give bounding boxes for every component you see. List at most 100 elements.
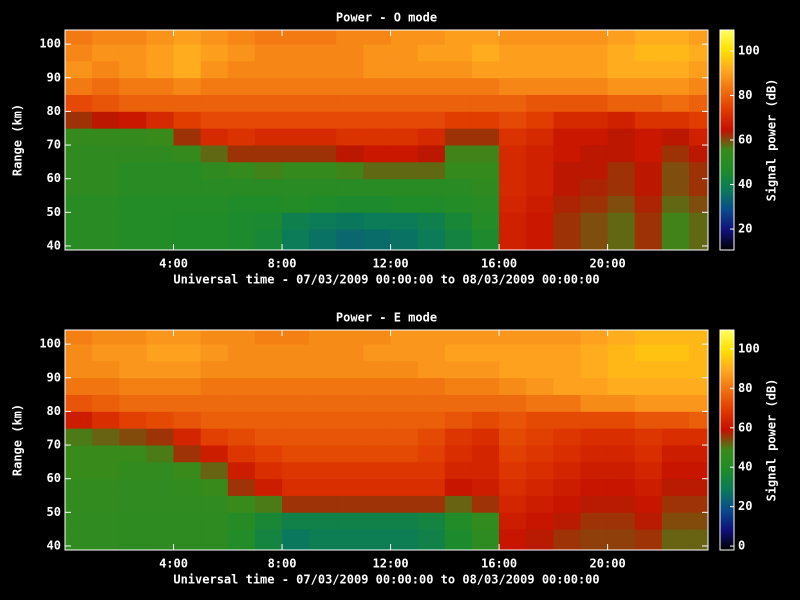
heat-cell xyxy=(499,94,527,112)
heat-cell xyxy=(689,30,708,45)
heat-cell xyxy=(417,377,446,395)
heat-cell xyxy=(92,60,120,79)
heat-cell xyxy=(282,529,310,550)
heat-cell xyxy=(309,195,337,213)
x-tick-label: 8:00 xyxy=(268,257,297,271)
heat-cell xyxy=(119,145,147,163)
heat-cell xyxy=(580,178,609,196)
heat-cell xyxy=(146,512,174,530)
heat-cell xyxy=(282,44,310,62)
heat-cell xyxy=(580,195,609,213)
heat-cell xyxy=(689,330,708,345)
heat-cell xyxy=(309,145,337,163)
colorbar-tick-label: 60 xyxy=(738,420,752,434)
heat-cell xyxy=(661,161,690,180)
heat-cell xyxy=(309,360,337,379)
heat-cell xyxy=(417,512,446,530)
heat-cell xyxy=(471,30,500,45)
heat-cell xyxy=(254,94,283,112)
heat-cell xyxy=(282,77,310,95)
heat-cell xyxy=(65,411,93,429)
heat-cell xyxy=(526,394,554,412)
heat-cell xyxy=(92,44,120,62)
heat-cell xyxy=(254,111,283,129)
heat-cell xyxy=(661,461,690,480)
heat-cell xyxy=(661,428,690,446)
heat-cell xyxy=(661,77,690,95)
heat-cell xyxy=(336,229,364,250)
colorbar-tick-label: 100 xyxy=(738,341,760,355)
heat-cell xyxy=(580,145,609,163)
heat-cell xyxy=(227,60,256,79)
heat-cell xyxy=(661,529,690,550)
heat-cell xyxy=(282,344,310,362)
y-axis-label: Range (km) xyxy=(11,104,25,176)
heat-cell xyxy=(444,44,473,62)
heat-cell xyxy=(309,377,337,395)
heat-cell xyxy=(227,428,256,446)
heat-cell xyxy=(526,529,554,550)
heat-cell xyxy=(607,60,636,79)
heat-cell xyxy=(390,145,419,163)
heatmap-cells xyxy=(65,30,708,250)
heat-cell xyxy=(254,60,283,79)
heat-cell xyxy=(689,344,708,362)
heat-cell xyxy=(309,30,337,45)
heat-cell xyxy=(119,461,147,480)
heat-cell xyxy=(336,145,364,163)
heat-cell xyxy=(282,360,310,379)
heat-cell xyxy=(254,44,283,62)
heat-cell xyxy=(471,145,500,163)
heat-cell xyxy=(282,495,310,513)
x-tick-label: 12:00 xyxy=(373,257,409,271)
heat-cell xyxy=(227,495,256,513)
heat-cell xyxy=(390,30,419,45)
heat-cell xyxy=(471,330,500,345)
heat-cell xyxy=(661,145,690,163)
heat-cell xyxy=(661,445,690,463)
heat-cell xyxy=(553,377,581,395)
heat-cell xyxy=(363,428,391,446)
heat-cell xyxy=(65,529,93,550)
heat-cell xyxy=(119,330,147,345)
heat-cell xyxy=(254,478,283,496)
heat-cell xyxy=(553,128,581,146)
heat-cell xyxy=(254,360,283,379)
heat-cell xyxy=(363,478,391,496)
heat-cell xyxy=(227,478,256,496)
heat-cell xyxy=(363,94,391,112)
heat-cell xyxy=(92,529,120,550)
heat-cell xyxy=(119,60,147,79)
heat-cell xyxy=(580,360,609,379)
heat-cell xyxy=(119,512,147,530)
heat-cell xyxy=(309,94,337,112)
heat-cell xyxy=(417,77,446,95)
heat-cell xyxy=(173,178,202,196)
y-tick-label: 60 xyxy=(47,171,61,185)
heat-cell xyxy=(65,94,93,112)
heat-cell xyxy=(227,512,256,530)
heat-cell xyxy=(417,461,446,480)
heat-cell xyxy=(309,428,337,446)
heat-cell xyxy=(417,94,446,112)
heat-cell xyxy=(119,229,147,250)
heat-cell xyxy=(444,178,473,196)
heat-cell xyxy=(65,161,93,180)
heat-cell xyxy=(526,445,554,463)
heat-cell xyxy=(634,377,663,395)
x-tick-label: 20:00 xyxy=(590,557,626,571)
heat-cell xyxy=(471,128,500,146)
heat-cell xyxy=(146,212,174,230)
heat-cell xyxy=(499,478,527,496)
heat-cell xyxy=(254,30,283,45)
heat-cell xyxy=(661,344,690,362)
heat-cell xyxy=(119,360,147,379)
heat-cell xyxy=(661,512,690,530)
heat-cell xyxy=(282,128,310,146)
heat-cell xyxy=(607,360,636,379)
heat-cell xyxy=(282,445,310,463)
heat-cell xyxy=(336,411,364,429)
heat-cell xyxy=(146,428,174,446)
heat-cell xyxy=(417,344,446,362)
heat-cell xyxy=(65,77,93,95)
